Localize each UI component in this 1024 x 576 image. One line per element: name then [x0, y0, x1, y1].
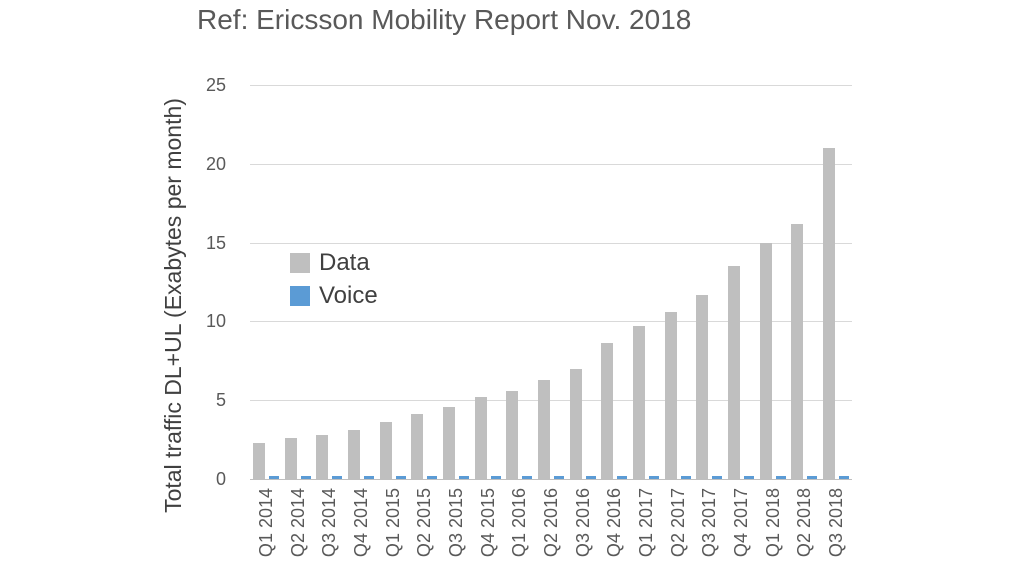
- bar-data-q1-2014: [252, 443, 265, 479]
- bar-group-q4-2014: [345, 85, 377, 479]
- x-tick-label-q2-2017: Q2 2017: [667, 488, 688, 558]
- bar-voice-q4-2014: [363, 476, 374, 479]
- x-tick-label-q1-2014: Q1 2014: [255, 488, 276, 558]
- bar-data-q3-2015: [442, 407, 455, 479]
- bar-data-q4-2016: [601, 343, 614, 479]
- bar-group-q1-2018: [757, 85, 789, 479]
- bar-data-q3-2014: [316, 435, 329, 479]
- legend-swatch-data-icon: [290, 253, 310, 273]
- x-tick-label-q2-2016: Q2 2016: [541, 488, 561, 558]
- bar-data-q2-2017: [664, 312, 677, 479]
- gridline-5: [250, 400, 852, 402]
- bar-voice-q3-2016: [585, 476, 596, 479]
- bar-group-q2-2014: [282, 85, 314, 479]
- x-tick-label-q4-2017: Q4 2017: [731, 488, 752, 558]
- x-tick-label-q3-2015: Q3 2015: [445, 488, 466, 558]
- legend: Data Voice: [290, 249, 378, 318]
- bar-data-q2-2018: [791, 224, 804, 479]
- bar-voice-q4-2016: [617, 476, 628, 479]
- bar-voice-q4-2015: [490, 476, 501, 479]
- bar-group-q2-2016: [535, 85, 567, 479]
- legend-item-voice: Voice: [290, 282, 378, 309]
- bar-group-q3-2016: [567, 85, 599, 479]
- gridline-10: [250, 321, 852, 323]
- bar-data-q2-2014: [284, 438, 297, 479]
- chart-title: Ref: Ericsson Mobility Report Nov. 2018: [197, 4, 692, 35]
- bar-group-q2-2015: [408, 85, 440, 479]
- x-tick-label-q1-2015: Q1 2015: [382, 488, 403, 558]
- bar-group-q3-2014: [313, 85, 345, 479]
- bar-voice-q2-2015: [427, 476, 438, 479]
- bar-group-q4-2016: [599, 85, 631, 479]
- x-tick-label-q1-2016: Q1 2016: [509, 488, 530, 558]
- bar-voice-q1-2015: [395, 476, 406, 479]
- bar-voice-q3-2018: [839, 476, 850, 479]
- bar-voice-q3-2014: [332, 476, 343, 479]
- bar-voice-q1-2018: [775, 476, 786, 479]
- x-tick-label-q1-2017: Q1 2017: [636, 488, 657, 558]
- y-axis-title: Total traffic DL+UL (Exabytes per month): [159, 97, 186, 513]
- y-tick-label-15: 15: [205, 232, 226, 253]
- bar-group-q2-2017: [662, 85, 694, 479]
- bar-group-q3-2018: [820, 85, 852, 479]
- y-tick-label-0: 0: [215, 469, 226, 489]
- gridline-15: [250, 242, 852, 244]
- bar-group-q1-2014: [250, 85, 282, 479]
- bar-group-q2-2018: [789, 85, 821, 479]
- bar-data-q3-2018: [823, 148, 836, 479]
- x-tick-label-q2-2018: Q2 2018: [794, 488, 815, 558]
- bar-data-q1-2018: [759, 243, 772, 479]
- x-tick-label-q4-2014: Q4 2014: [350, 488, 371, 558]
- bar-voice-q3-2015: [458, 476, 469, 479]
- bar-voice-q2-2016: [553, 476, 564, 479]
- bar-voice-q2-2018: [807, 476, 818, 479]
- bar-voice-q1-2017: [649, 476, 660, 479]
- bar-data-q2-2015: [411, 414, 424, 479]
- bar-data-q1-2017: [633, 326, 646, 479]
- bar-data-q3-2017: [696, 295, 709, 479]
- bar-group-q1-2017: [630, 85, 662, 479]
- x-tick-label-q1-2018: Q1 2018: [762, 488, 783, 558]
- gridline-20: [250, 163, 852, 165]
- x-tick-label-q4-2015: Q4 2015: [477, 488, 498, 558]
- bar-voice-q4-2017: [744, 476, 755, 479]
- x-tick-label-q4-2016: Q4 2016: [604, 488, 625, 558]
- x-tick-label-q2-2015: Q2 2015: [414, 488, 435, 558]
- bar-data-q3-2016: [569, 369, 582, 479]
- legend-label-voice: Voice: [319, 282, 378, 309]
- bar-data-q4-2014: [347, 430, 360, 479]
- x-tick-label-q2-2014: Q2 2014: [287, 488, 308, 558]
- legend-item-data: Data: [290, 249, 378, 276]
- bar-voice-q3-2017: [712, 476, 723, 479]
- bar-voice-q1-2014: [268, 476, 279, 479]
- legend-swatch-voice-icon: [290, 286, 310, 306]
- bar-voice-q2-2017: [680, 476, 691, 479]
- y-tick-label-10: 10: [205, 311, 226, 332]
- bar-group-q1-2015: [377, 85, 409, 479]
- bar-group-q4-2017: [725, 85, 757, 479]
- bar-data-q1-2016: [506, 391, 519, 479]
- x-tick-label-q3-2018: Q3 2018: [826, 488, 847, 558]
- x-tick-label-q3-2017: Q3 2017: [699, 488, 720, 558]
- bar-data-q1-2015: [379, 422, 392, 479]
- y-tick-label-20: 20: [205, 153, 226, 174]
- bar-group-q4-2015: [472, 85, 504, 479]
- bar-data-q4-2015: [474, 397, 487, 479]
- legend-label-data: Data: [319, 249, 370, 276]
- gridline-25: [250, 85, 852, 86]
- bar-group-q3-2017: [694, 85, 726, 479]
- x-axis-line: [250, 479, 852, 480]
- y-tick-label-5: 5: [215, 390, 226, 411]
- bar-voice-q1-2016: [522, 476, 533, 479]
- bar-group-q3-2015: [440, 85, 472, 479]
- bar-voice-q2-2014: [300, 476, 311, 479]
- x-tick-label-q3-2014: Q3 2014: [319, 488, 340, 558]
- y-tick-label-25: 25: [205, 75, 226, 95]
- bar-data-q2-2016: [537, 380, 550, 479]
- bar-data-q4-2017: [728, 266, 741, 479]
- x-tick-label-q3-2016: Q3 2016: [572, 488, 593, 558]
- bar-group-q1-2016: [503, 85, 535, 479]
- y-axis-title-wrap: Total traffic DL+UL (Exabytes per month): [150, 80, 196, 530]
